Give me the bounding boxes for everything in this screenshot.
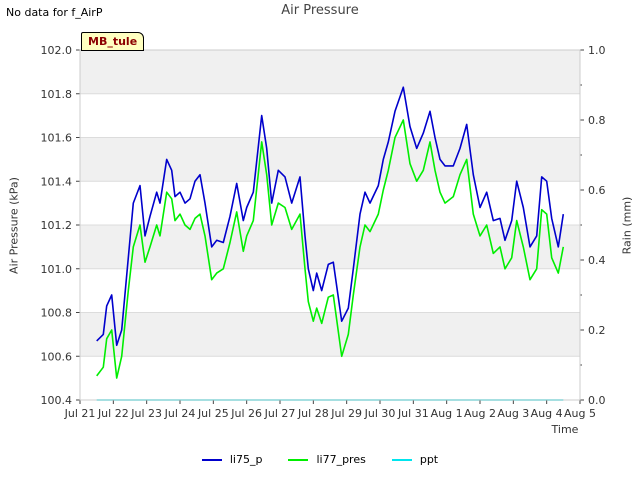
y-tick-label: 100.6 (41, 350, 73, 363)
y2-tick-label: 0.6 (588, 184, 606, 197)
x-tick-label: Jul 27 (264, 407, 296, 420)
x-tick-label: Aug 2 (464, 407, 496, 420)
x-tick-label: Jul 26 (230, 407, 262, 420)
legend: li75_p li77_pres ppt (0, 453, 640, 466)
y2-tick-label: 0.4 (588, 254, 606, 267)
plot-bands (80, 50, 580, 357)
x-tick-label: Aug 4 (531, 407, 563, 420)
legend-label-ppt: ppt (419, 453, 439, 466)
y2-tick-label: 1.0 (588, 44, 606, 57)
legend-swatch-li77-pres (288, 458, 309, 461)
x-tick-label: Jul 22 (97, 407, 129, 420)
legend-item-li75-p: li75_p (201, 453, 263, 466)
axes: 100.4 100.6 100.8 101.0 101.2 101.4 101.6 101.8… (41, 44, 606, 420)
y-tick-label: 101.4 (41, 175, 73, 188)
x-tick-label: Jul 24 (164, 407, 196, 420)
x-tick-label: Jul 25 (197, 407, 229, 420)
x-tick-label: Aug 5 (564, 407, 596, 420)
y2-tick-label: 0.8 (588, 114, 606, 127)
chart-title: Air Pressure (281, 3, 359, 18)
y2-tick-label: 0.0 (588, 394, 606, 407)
x-axis-label: Time (551, 423, 579, 436)
series-line-li77-pres (96, 119, 565, 379)
x-tick-label: Aug 3 (497, 407, 529, 420)
x-tick-label: Jul 23 (130, 407, 162, 420)
x-tick-label: Jul 31 (397, 407, 429, 420)
plot-band (80, 225, 580, 269)
legend-item-li77-pres: li77_pres (288, 453, 366, 466)
legend-label-li75-p: li75_p (229, 453, 263, 466)
y-tick-label: 102.0 (41, 44, 73, 57)
plot-band (80, 312, 580, 357)
legend-swatch-ppt (391, 458, 412, 461)
y-tick-label: 100.4 (41, 394, 73, 407)
x-tick-label: Jul 29 (330, 407, 362, 420)
y-tick-label: 101.6 (41, 132, 73, 145)
no-data-note: No data for f_AirP (6, 6, 103, 19)
y-tick-label: 101.2 (41, 219, 73, 232)
y2-tick-label: 0.2 (588, 324, 606, 337)
x-tick-label: Jul 28 (297, 407, 329, 420)
legend-swatch-li75-p (201, 458, 222, 461)
plot-band (80, 50, 580, 94)
legend-item-ppt: ppt (391, 453, 439, 466)
plot-band (80, 137, 580, 182)
y2-axis-label: Rain (mm) (620, 196, 634, 255)
legend-label-li77-pres: li77_pres (316, 453, 366, 466)
y-tick-label: 101.0 (41, 263, 73, 276)
y-axis-label: Air Pressure (kPa) (7, 177, 21, 274)
y-tick-label: 100.8 (41, 307, 73, 320)
x-tick-label: Jul 30 (364, 407, 396, 420)
x-tick-label: Aug 1 (431, 407, 463, 420)
series-line-li75-p (96, 86, 565, 347)
site-badge: MB_tule (81, 32, 145, 51)
plot-frame (79, 49, 581, 401)
x-tick-label: Jul 21 (64, 407, 96, 420)
y-tick-label: 101.8 (41, 88, 73, 101)
